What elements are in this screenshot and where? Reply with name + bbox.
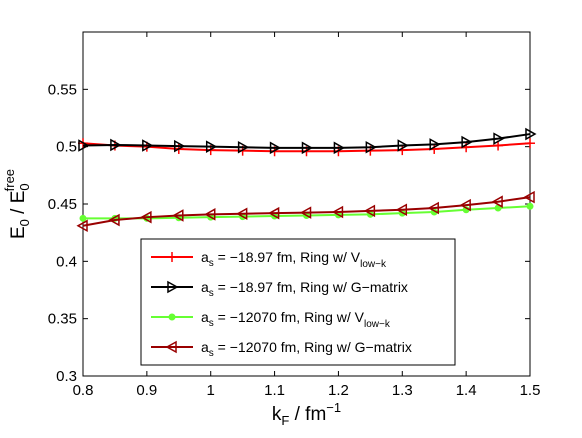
data-point	[78, 139, 90, 152]
legend: as = −18.97 fm, Ring w/ Vlow−k as = −18.9…	[140, 238, 456, 366]
series-4	[76, 190, 535, 233]
data-point	[108, 213, 120, 227]
data-point	[268, 206, 280, 220]
x-tick-label: 1.4	[456, 382, 477, 399]
x-axis-label: kF / fm−1	[272, 400, 341, 428]
legend-label: as = −12070 fm, Ring w/ Vlow−k	[201, 309, 391, 330]
x-tick-label: 1.5	[520, 382, 541, 399]
data-point	[459, 198, 471, 212]
data-point	[429, 138, 441, 151]
legend-box	[140, 238, 456, 366]
data-point	[142, 139, 154, 152]
data-point	[236, 207, 248, 221]
series-2	[78, 127, 537, 155]
data-point	[110, 138, 122, 152]
y-tick-label: 0.55	[48, 81, 77, 98]
data-point	[526, 202, 534, 210]
legend-item: as = −18.97 fm, Ring w/ Vlow−k	[151, 249, 387, 270]
data-point	[172, 209, 184, 222]
data-point	[395, 203, 408, 217]
legend-marker	[165, 340, 177, 354]
axes: 0.8 0.9 1 1.1 1.2 1.3 1.4 1.5 0.3 0.35 0.4 0.45 0.5 0…	[2, 32, 540, 428]
data-point	[491, 195, 503, 208]
data-point	[299, 206, 312, 219]
series-layer	[76, 127, 537, 233]
series-line	[82, 133, 531, 149]
data-point	[397, 139, 409, 152]
data-point	[269, 141, 282, 155]
x-tick-label: 1.1	[264, 382, 285, 399]
legend-label: as = −18.97 fm, Ring w/ G−matrix	[201, 279, 408, 299]
data-point	[331, 205, 344, 219]
data-point	[76, 219, 88, 233]
data-point	[525, 127, 537, 141]
data-point	[493, 132, 505, 145]
data-point	[333, 141, 345, 155]
legend-item: as = −18.97 fm, Ring w/ G−matrix	[151, 279, 408, 299]
series-line	[82, 196, 531, 227]
data-point	[79, 214, 87, 222]
legend-label: as = −18.97 fm, Ring w/ Vlow−k	[201, 249, 387, 270]
x-tick-label: 1.3	[392, 382, 413, 399]
legend-marker	[167, 252, 177, 262]
data-point	[301, 141, 314, 155]
x-tick-label: 0.8	[73, 382, 94, 399]
data-point	[523, 190, 535, 204]
x-tick-label: 0.9	[136, 382, 157, 399]
y-tick-label: 0.45	[48, 196, 77, 213]
legend-item: as = −12070 fm, Ring w/ Vlow−k	[151, 309, 391, 330]
y-tick-label: 0.3	[56, 368, 77, 385]
data-point	[427, 201, 439, 215]
x-tick-label: 1.2	[328, 382, 349, 399]
legend-item: as = −12070 fm, Ring w/ G−matrix	[151, 339, 412, 359]
x-tick-label: 1	[207, 382, 215, 399]
legend-label: as = −12070 fm, Ring w/ G−matrix	[201, 339, 412, 359]
data-point	[365, 140, 377, 154]
y-tick-label: 0.35	[48, 311, 77, 328]
data-point	[363, 204, 376, 218]
data-point	[140, 210, 152, 224]
data-point	[461, 135, 473, 149]
legend-marker	[168, 313, 176, 321]
data-point	[525, 138, 535, 149]
legend-marker	[167, 280, 179, 294]
y-tick-label: 0.4	[56, 253, 77, 270]
data-point	[174, 139, 186, 153]
data-point	[205, 140, 218, 153]
data-point	[237, 140, 250, 154]
y-axis-label: E0 / E0free	[2, 169, 32, 239]
y-tick-label: 0.5	[56, 139, 77, 156]
data-point	[204, 208, 216, 221]
